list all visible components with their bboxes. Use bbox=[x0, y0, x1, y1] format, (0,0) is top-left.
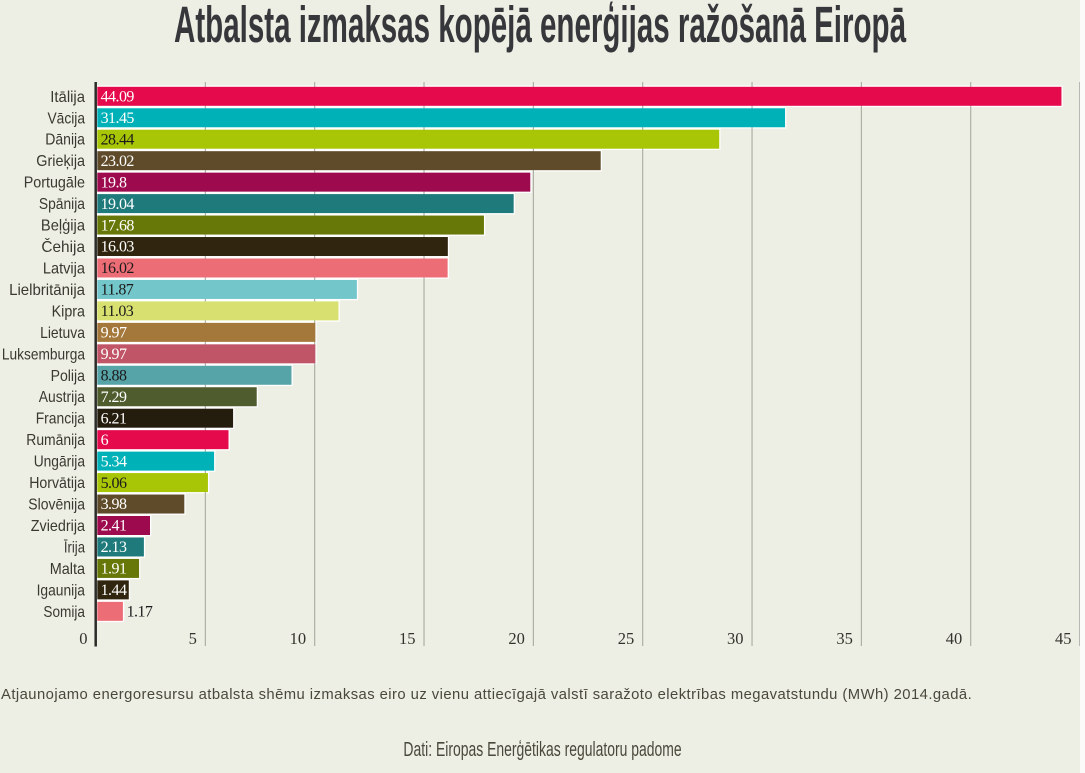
svg-text:7.29: 7.29 bbox=[101, 389, 127, 406]
svg-text:Austrija: Austrija bbox=[39, 389, 85, 406]
svg-text:44.09: 44.09 bbox=[101, 89, 135, 106]
svg-text:16.02: 16.02 bbox=[101, 260, 135, 277]
svg-text:2.13: 2.13 bbox=[101, 539, 127, 556]
svg-text:Dānija: Dānija bbox=[45, 132, 85, 149]
svg-text:20: 20 bbox=[508, 629, 525, 648]
svg-text:9.97: 9.97 bbox=[101, 325, 127, 342]
svg-text:Grieķija: Grieķija bbox=[36, 153, 85, 170]
svg-text:40: 40 bbox=[946, 629, 963, 648]
svg-text:Itālija: Itālija bbox=[50, 89, 85, 106]
svg-text:5: 5 bbox=[189, 629, 197, 648]
svg-text:2.41: 2.41 bbox=[101, 518, 127, 535]
svg-text:Ungārija: Ungārija bbox=[34, 454, 85, 471]
svg-text:5.06: 5.06 bbox=[101, 475, 127, 492]
svg-text:8.88: 8.88 bbox=[101, 367, 127, 384]
svg-text:11.87: 11.87 bbox=[101, 282, 134, 299]
svg-text:Polija: Polija bbox=[51, 368, 85, 385]
svg-text:Lietuva: Lietuva bbox=[40, 325, 85, 342]
svg-text:Latvija: Latvija bbox=[43, 260, 85, 277]
svg-text:31.45: 31.45 bbox=[101, 110, 135, 127]
svg-text:Igaunija: Igaunija bbox=[37, 582, 85, 599]
svg-text:19.8: 19.8 bbox=[101, 174, 127, 191]
svg-text:Malta: Malta bbox=[50, 561, 85, 578]
svg-text:25: 25 bbox=[618, 629, 635, 648]
svg-text:Beļģija: Beļģija bbox=[41, 217, 85, 235]
svg-text:1.44: 1.44 bbox=[101, 582, 127, 599]
svg-text:17.68: 17.68 bbox=[101, 217, 135, 234]
svg-text:Lielbritānija: Lielbritānija bbox=[9, 282, 85, 299]
svg-text:45: 45 bbox=[1055, 629, 1072, 648]
svg-text:Slovēnija: Slovēnija bbox=[28, 497, 85, 514]
svg-text:Vācija: Vācija bbox=[48, 110, 86, 127]
svg-text:Luksemburga: Luksemburga bbox=[2, 346, 85, 363]
svg-text:1.17: 1.17 bbox=[127, 604, 153, 621]
svg-text:Čehija: Čehija bbox=[41, 237, 85, 256]
svg-text:9.97: 9.97 bbox=[101, 346, 127, 363]
svg-text:5.34: 5.34 bbox=[101, 453, 127, 470]
svg-text:0: 0 bbox=[79, 629, 87, 648]
svg-text:Kipra: Kipra bbox=[52, 303, 85, 320]
svg-text:3.98: 3.98 bbox=[101, 496, 127, 513]
svg-text:Somija: Somija bbox=[43, 604, 85, 621]
svg-text:30: 30 bbox=[727, 629, 744, 648]
svg-text:16.03: 16.03 bbox=[101, 239, 135, 256]
svg-text:Portugāle: Portugāle bbox=[24, 175, 85, 192]
svg-text:15: 15 bbox=[399, 629, 416, 648]
svg-text:Īrija: Īrija bbox=[64, 538, 85, 556]
svg-text:1.91: 1.91 bbox=[101, 561, 127, 578]
svg-text:Rumānija: Rumānija bbox=[26, 432, 85, 449]
svg-text:Horvātija: Horvātija bbox=[29, 475, 85, 492]
svg-text:6.21: 6.21 bbox=[101, 410, 127, 427]
svg-text:Zviedrija: Zviedrija bbox=[31, 518, 85, 535]
svg-text:11.03: 11.03 bbox=[101, 303, 134, 320]
svg-text:28.44: 28.44 bbox=[101, 131, 135, 148]
svg-text:23.02: 23.02 bbox=[101, 153, 135, 170]
svg-text:10: 10 bbox=[290, 629, 307, 648]
svg-text:19.04: 19.04 bbox=[101, 196, 135, 213]
svg-text:Francija: Francija bbox=[36, 411, 85, 428]
svg-text:6: 6 bbox=[101, 432, 109, 449]
svg-text:35: 35 bbox=[836, 629, 853, 648]
svg-text:Spānija: Spānija bbox=[39, 196, 85, 213]
